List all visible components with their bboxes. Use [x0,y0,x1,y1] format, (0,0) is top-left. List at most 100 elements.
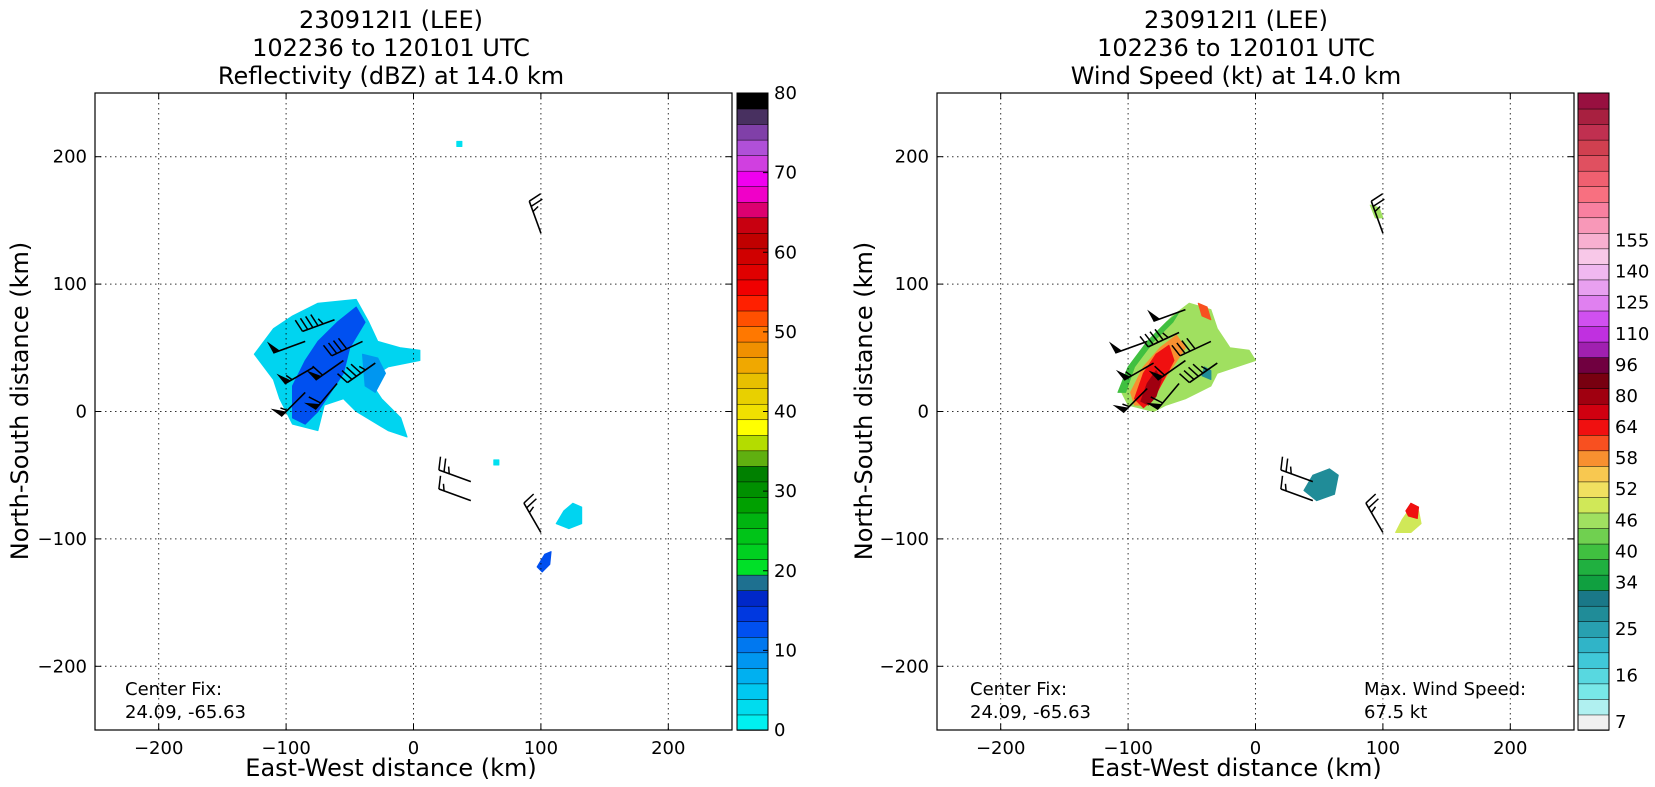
barb-staff [1179,340,1212,357]
colorbar-segment [736,294,769,312]
barb-staff [280,391,306,417]
colorbar-tick-label: 80 [774,83,797,104]
y-tick-label: −100 [880,529,929,550]
colorbar-segment [736,185,769,203]
colorbar-tick-label: 96 [1615,355,1638,376]
colorbar-segment [1577,201,1610,219]
wind-barb [276,366,315,385]
wind-barb [266,340,306,354]
barb-flag [1147,309,1161,322]
colorbar-segment [736,465,769,483]
barb-staff [1280,469,1314,483]
colorbar-segment [1577,465,1610,483]
barb-feather [1284,483,1287,491]
center-fix-value: 24.09, -65.63 [125,702,246,723]
colorbar-segment [736,714,769,731]
colorbar-segment [1577,217,1610,234]
barb-feather [438,456,442,471]
colorbar-segment [736,279,769,296]
barb-feather [1181,340,1191,352]
barb-feather [1280,456,1284,471]
colorbar-tick-label: 40 [774,402,797,423]
barb-feather [1289,466,1292,474]
barb-staff [438,469,472,483]
colorbar-segment [736,667,769,685]
barb-staff [1370,200,1384,234]
colorbar-segment [736,108,769,125]
barb-feather [528,193,541,202]
barb-feather [528,506,535,514]
colorbar-tick-label: 34 [1615,572,1638,593]
barb-feather [332,340,343,352]
colorbar-tick-label: 16 [1615,666,1638,687]
barb-feather [1372,198,1385,207]
wind-barb [1280,475,1314,502]
colorbar-tick-label: 140 [1615,262,1649,283]
y-tick-label: 100 [895,274,929,295]
colorbar-segment [1577,372,1610,389]
colorbar-segment [736,419,769,436]
colorbar-tick-label: 46 [1615,510,1638,531]
colorbar-segment [1577,652,1610,669]
barb-staff [523,502,542,533]
barb-staff [1365,502,1384,533]
colorbar-tick-label: 70 [774,163,797,184]
colorbar-segment [1577,185,1610,203]
colorbar-segment [1577,356,1610,374]
barb-feather [443,458,447,472]
colorbar-segment [1577,481,1610,498]
wind-speed-colorbar: 7 16 25 34 40 46 52 58 64 80 96 110 125 140 155 [1577,92,1649,733]
barb-feather [526,498,537,509]
y-tick-label: 200 [895,147,929,168]
barb-flag [1145,402,1162,410]
barb-feather [1122,403,1130,408]
colorbar-segment [736,341,769,358]
barb-feather [1176,342,1186,354]
colorbar-tick-label: 0 [774,720,785,741]
wind-barb [1280,456,1314,483]
colorbar-tick-label: 40 [1615,541,1638,562]
colorbar-segment [1577,294,1610,312]
barb-staff [315,359,344,381]
x-tick-label: −200 [134,738,183,759]
barb-feather [1171,344,1181,357]
colorbar-tick-label: 25 [1615,619,1638,640]
colorbar-segment [1577,387,1610,405]
colorbar-segment [736,620,769,638]
y-tick-label: 100 [53,274,87,295]
colorbar-tick-label: 80 [1615,386,1638,407]
colorbar-segment [1577,512,1610,529]
barb-feather [280,407,288,412]
echo-region-core-dark [1140,370,1162,406]
colorbar-tick-label: 20 [774,561,797,582]
barb-flag [303,402,320,410]
wind-barb [528,193,543,234]
barb-flag [306,370,322,381]
colorbar-segment [736,325,769,343]
barb-feather [447,466,450,474]
colorbar-frame [1577,92,1610,731]
barb-staff [331,340,363,357]
barb-feather [1368,498,1379,509]
x-tick-label: −200 [976,738,1025,759]
barb-feather [337,373,348,384]
barb-feather [350,363,362,374]
wind-barb [303,382,338,411]
colorbar-segment [736,248,769,265]
x-axis-label: East-West distance (km) [1090,754,1381,782]
colorbar-segment [736,543,769,560]
colorbar-segment [1577,450,1610,467]
colorbar-segment [736,527,769,545]
barb-flag [266,341,280,354]
colorbar-segment [736,574,769,591]
x-tick-label: 0 [408,738,419,759]
colorbar-tick-label: 60 [774,242,797,263]
x-axis-label: East-West distance (km) [245,754,536,782]
echo-region-red-tail [1197,302,1212,321]
colorbar-segment [1577,543,1610,560]
reflectivity-panel: 230912I1 (LEE) 102236 to 120101 UTC Refl… [6,6,797,782]
colorbar-segment [736,434,769,452]
x-tick-label: 200 [1493,738,1527,759]
barb-feather [346,366,357,377]
